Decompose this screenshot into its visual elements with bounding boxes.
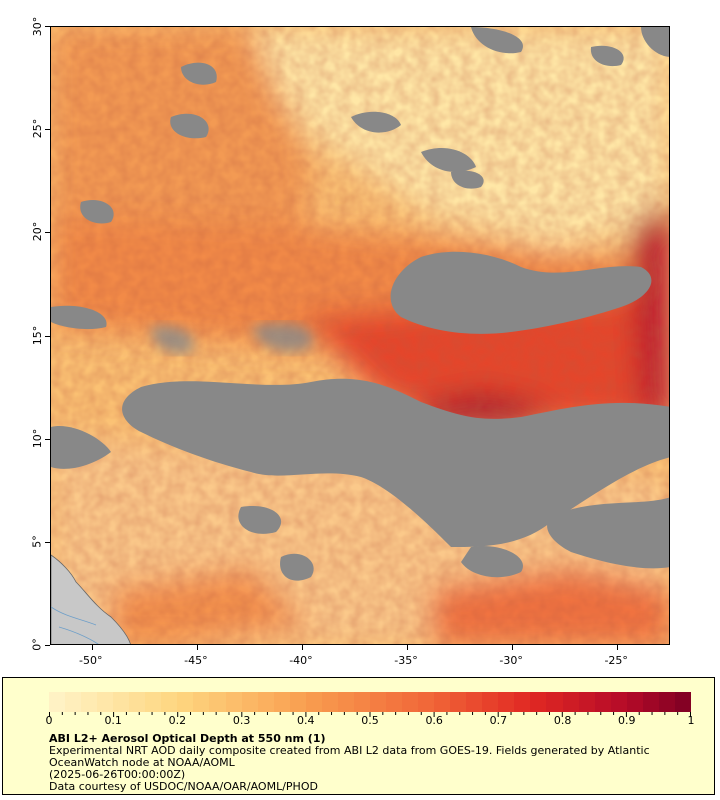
colorbar-step xyxy=(321,692,338,712)
colorbar-step xyxy=(498,692,515,712)
colorbar-tick-label: 0.8 xyxy=(553,714,572,727)
legend-title: ABI L2+ Aerosol Optical Depth at 550 nm … xyxy=(49,732,326,745)
lon-tick xyxy=(302,645,304,650)
colorbar-step xyxy=(674,692,691,712)
lat-tick xyxy=(45,335,50,337)
colorbar-step xyxy=(482,692,499,712)
colorbar-step xyxy=(450,692,467,712)
colorbar-step xyxy=(305,692,322,712)
colorbar-step xyxy=(145,692,162,712)
lon-tick-label: -40° xyxy=(289,654,313,667)
lat-tick-label: 15° xyxy=(30,325,44,345)
lat-tick-label: 30° xyxy=(30,16,44,37)
colorbar-step xyxy=(434,692,451,712)
colorbar-step xyxy=(466,692,483,712)
colorbar-step xyxy=(113,692,130,712)
colorbar-tick-label: 0.1 xyxy=(104,714,122,727)
colorbar-step xyxy=(81,692,98,712)
colorbar-tick-label: 0 xyxy=(45,714,53,727)
colorbar-step xyxy=(241,692,258,712)
colorbar xyxy=(49,692,691,712)
lon-tick-label: -50° xyxy=(79,654,103,667)
colorbar-step xyxy=(49,692,66,712)
lat-tick xyxy=(45,541,50,543)
lat-tick-label: 0° xyxy=(30,638,44,651)
colorbar-tick-label: 0.5 xyxy=(361,714,379,727)
colorbar-labels: 0 0.1 0.2 0.3 0.4 0.5 0.6 0.7 0.8 0.9 1 xyxy=(45,714,695,728)
colorbar-step xyxy=(514,692,531,712)
colorbar-step xyxy=(626,692,643,712)
lat-tick xyxy=(45,129,50,131)
colorbar-tick-label: 0.4 xyxy=(297,714,315,727)
lat-tick xyxy=(45,438,50,440)
colorbar-step xyxy=(385,692,403,712)
colorbar-step xyxy=(418,692,435,712)
colorbar-step xyxy=(209,692,226,712)
colorbar-step xyxy=(193,692,210,712)
colorbar-tick-label: 0.2 xyxy=(168,714,187,727)
colorbar-step xyxy=(161,692,178,712)
colorbar-step xyxy=(578,692,595,712)
lat-tick xyxy=(45,232,50,234)
colorbar-step xyxy=(402,692,419,712)
colorbar-step xyxy=(289,692,306,712)
lon-tick xyxy=(197,645,199,650)
legend-credit: Data courtesy of USDOC/NOAA/OAR/AOML/PHO… xyxy=(49,780,318,793)
colorbar-step xyxy=(369,692,386,712)
colorbar-step xyxy=(129,692,146,712)
colorbar-step xyxy=(225,692,242,712)
colorbar-step xyxy=(97,692,114,712)
lon-tick-label: -35° xyxy=(394,654,418,667)
legend-text: ABI L2+ Aerosol Optical Depth at 550 nm … xyxy=(49,733,689,793)
legend-description: Experimental NRT AOD daily composite cre… xyxy=(49,744,650,769)
lon-tick-label: -45° xyxy=(184,654,208,667)
lon-tick xyxy=(92,645,94,650)
legend-panel: 0 0.1 0.2 0.3 0.4 0.5 0.6 0.7 0.8 0.9 1 ABI L2+ Ae… xyxy=(2,677,715,795)
colorbar-step xyxy=(273,692,290,712)
lat-tick xyxy=(45,645,50,646)
colorbar-step xyxy=(65,692,82,712)
lon-tick xyxy=(512,645,514,650)
lat-tick-label: 5° xyxy=(30,535,44,548)
colorbar-tick-label: 0.3 xyxy=(232,714,251,727)
land-south-america xyxy=(51,554,131,644)
colorbar-step xyxy=(177,692,194,712)
colorbar-step xyxy=(594,692,611,712)
colorbar-tick-label: 0.9 xyxy=(618,714,636,727)
colorbar-step xyxy=(562,692,579,712)
colorbar-step xyxy=(353,692,370,712)
colorbar-step xyxy=(658,692,675,712)
colorbar-tick-label: 0.7 xyxy=(489,714,508,727)
aod-map xyxy=(50,26,670,645)
lat-tick-label: 25° xyxy=(30,118,44,139)
lat-tick-label: 20° xyxy=(30,222,44,242)
colorbar-tick-label: 0.6 xyxy=(425,714,443,727)
lon-tick-label: -25° xyxy=(604,654,628,667)
lon-tick-label: -30° xyxy=(499,654,523,667)
colorbar-step xyxy=(642,692,659,712)
lon-tick xyxy=(617,645,619,650)
colorbar-step xyxy=(257,692,274,712)
colorbar-ticks xyxy=(49,712,691,717)
colorbar-step xyxy=(337,692,354,712)
legend-date: (2025-06-26T00:00:00Z) xyxy=(49,768,186,781)
colorbar-step xyxy=(530,692,547,712)
colorbar-step xyxy=(610,692,627,712)
aod-field xyxy=(51,27,669,644)
lat-tick-label: 10° xyxy=(30,428,44,448)
lat-tick xyxy=(45,26,50,27)
colorbar-step xyxy=(546,692,563,712)
lon-tick xyxy=(407,645,409,650)
colorbar-tick-label: 1 xyxy=(687,714,695,727)
